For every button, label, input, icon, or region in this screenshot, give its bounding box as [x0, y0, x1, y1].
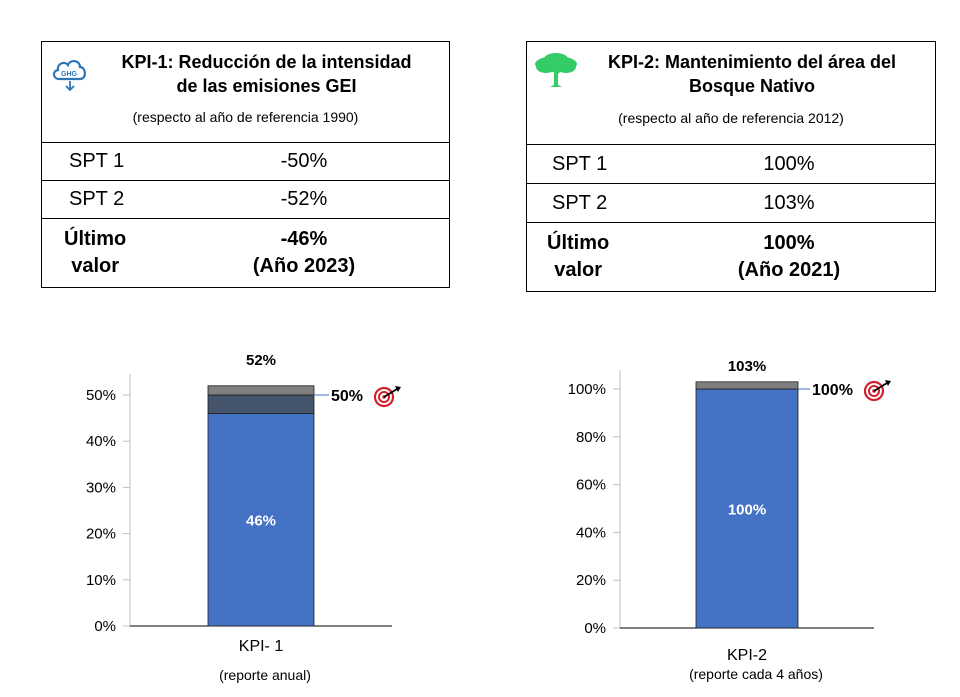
kpi1-bar-segment [207, 385, 315, 396]
kpi2-chart: 0% 20% 40% 60% 80% 100% 100% 103% 100% KPI-2 [480, 330, 960, 692]
kpi2-y-tick-label: 60% [576, 477, 606, 494]
kpi1-last-value: -46% (Año 2023) [222, 219, 386, 286]
kpi1-category-label: KPI- 1 [239, 638, 284, 655]
kpi2-y-tick-label: 80% [576, 429, 606, 446]
kpi1-last-label-line2: valor [71, 254, 120, 277]
kpi2-row-spt1: SPT 1 100% [527, 145, 935, 184]
kpi2-last-label: Último valor [547, 223, 609, 290]
kpi2-title-line1: KPI-2: Mantenimiento del área del [607, 52, 897, 72]
kpi1-last-label: Último valor [64, 219, 126, 286]
kpi2-last-value-line2: (Año 2021) [737, 258, 841, 281]
kpi2-header: KPI-2: Mantenimiento del área del Bosque… [527, 42, 935, 145]
kpi2-last-value-line1: 100% [763, 231, 815, 254]
kpi2-last-label-line2: valor [554, 258, 603, 281]
tree-icon [533, 52, 579, 88]
kpi2-y-tick-label: 40% [576, 524, 606, 541]
kpi1-bar-segment [207, 394, 315, 414]
kpi2-title: KPI-2: Mantenimiento del área del Bosque… [577, 50, 927, 98]
kpi1-chart-caption: (reporte anual) [219, 667, 311, 683]
kpi1-reference: (respecto al año de referencia 1990) [132, 109, 359, 125]
kpi2-row-value: 100% [763, 152, 815, 175]
kpi2-y-tick-label: 100% [568, 381, 606, 398]
kpi1-y-tick-label: 0% [94, 618, 116, 635]
kpi1-y-tick-label: 10% [86, 572, 116, 589]
kpi2-row-label: SPT 1 [552, 152, 608, 175]
ghg-icon-text: GHG [61, 71, 78, 78]
kpi1-y-tick-label: 50% [86, 387, 116, 404]
kpi2-target-label: 100% [812, 382, 853, 399]
kpi2-category-label: KPI-2 [727, 647, 767, 664]
kpi1-last-value-line2: (Año 2023) [252, 254, 356, 277]
ghg-cloud-icon: GHG [50, 52, 88, 92]
kpi1-row-spt1: SPT 1 -50% [42, 143, 449, 181]
kpi1-target-icon-dart [383, 388, 398, 398]
kpi2-row-spt2: SPT 2 103% [527, 184, 935, 223]
kpi2-chart-svg: 0% 20% 40% 60% 80% 100% 100% 103% 100% KPI-2 [568, 358, 891, 664]
kpi1-bar-segment [207, 413, 315, 627]
kpi2-last-label-line1: Último [547, 231, 610, 254]
kpi1-row-value: -50% [280, 150, 328, 172]
kpi1-table: GHG KPI-1: Reducción de la intensidad de… [41, 41, 450, 288]
kpi1-last-value-line1: -46% [280, 227, 328, 250]
kpi2-row-value: 103% [763, 191, 815, 214]
kpi1-title-line2: de las emisiones GEI [176, 76, 357, 96]
kpi1-target-icon-dart-tail [395, 386, 401, 392]
kpi2-reference: (respecto al año de referencia 2012) [618, 110, 844, 126]
kpi1-y-tick-label: 30% [86, 479, 116, 496]
kpi2-last-value: 100% (Año 2021) [707, 223, 871, 290]
kpi1-title-line1: KPI-1: Reducción de la intensidad [121, 52, 412, 72]
kpi2-bar-data-label: 100% [728, 502, 766, 519]
kpi1-row-value: -52% [280, 188, 328, 210]
kpi1-y-tick-label: 40% [86, 433, 116, 450]
kpi1-row-label: SPT 1 [69, 150, 125, 172]
kpi2-total-label: 103% [728, 358, 766, 375]
kpi2-target-icon-dart [873, 382, 888, 392]
kpi2-bar-segment [695, 388, 799, 629]
kpi2-chart-caption: (reporte cada 4 años) [689, 666, 823, 682]
kpi2-title-line2: Bosque Nativo [688, 76, 816, 96]
kpi1-y-tick-label: 20% [86, 526, 116, 543]
kpi1-bar-data-label: 46% [246, 513, 276, 530]
kpi1-row-label: SPT 2 [69, 188, 125, 210]
kpi1-last-label-line1: Último [64, 227, 127, 250]
kpi2-bar-segment [695, 381, 799, 390]
kpi1-total-label: 52% [246, 352, 276, 369]
kpi1-row-last: Último valor -46% (Año 2023) [42, 219, 449, 286]
kpi2-table: KPI-2: Mantenimiento del área del Bosque… [526, 41, 936, 292]
kpi1-header: GHG KPI-1: Reducción de la intensidad de… [42, 42, 449, 143]
kpi1-row-spt2: SPT 2 -52% [42, 181, 449, 219]
kpi2-target-icon-dart-tail [885, 380, 891, 386]
kpi1-chart: 0% 10% 20% 30% 40% 50% 46% 52% 50% KPI- 1 [0, 330, 480, 692]
kpi2-y-tick-label: 20% [576, 572, 606, 589]
kpi1-target-label: 50% [331, 388, 363, 405]
kpi1-title: KPI-1: Reducción de la intensidad de las… [92, 50, 441, 98]
kpi2-y-tick-label: 0% [584, 620, 606, 637]
kpi1-chart-svg: 0% 10% 20% 30% 40% 50% 46% 52% 50% KPI- 1 [86, 352, 401, 655]
kpi2-row-label: SPT 2 [552, 191, 608, 214]
kpi2-row-last: Último valor 100% (Año 2021) [527, 223, 935, 290]
